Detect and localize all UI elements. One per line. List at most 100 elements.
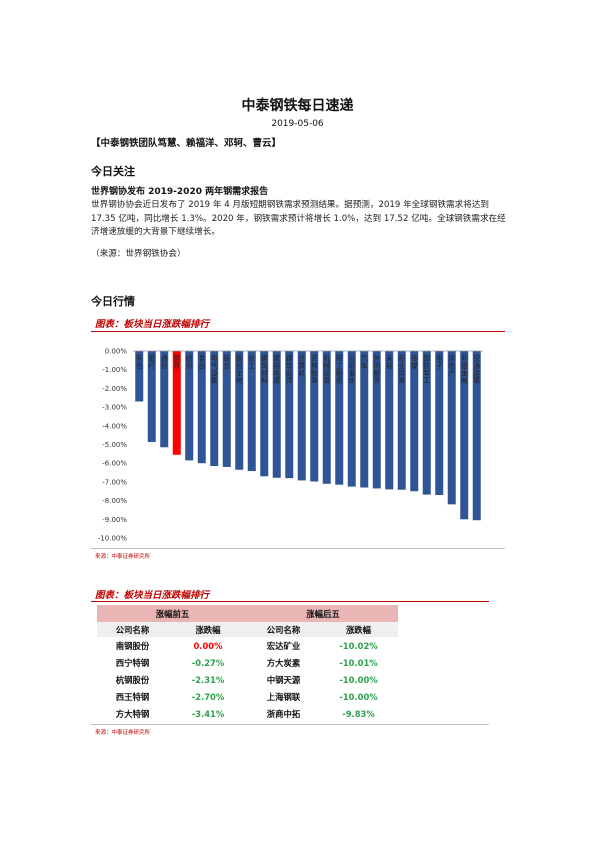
category-label: 银行 [148, 354, 155, 370]
bar [272, 351, 281, 478]
table-row: 西王特钢 -2.70% 上海钢联 -10.00% [97, 689, 398, 706]
category-label: 医药生物 [236, 355, 243, 385]
col-company-name: 公司名称 [97, 622, 168, 637]
y-tick-label: -6.00% [102, 460, 127, 468]
rank-table: 涨幅前五 涨幅后五 公司名称 涨跌幅 公司名称 涨跌幅 南钢股份 0.00% 宏… [97, 605, 398, 723]
category-label: 公用事业 [348, 355, 355, 385]
bar [147, 351, 156, 443]
category-label: 化工 [248, 354, 255, 370]
category-label: 房地产 [448, 354, 455, 378]
col-company-name: 公司名称 [248, 622, 319, 637]
top-company: 南钢股份 [115, 640, 150, 651]
table-bottom-rule [91, 724, 489, 725]
y-tick-label: -4.00% [102, 422, 127, 430]
y-tick-label: -5.00% [102, 441, 127, 449]
bar [322, 351, 331, 484]
news-source: （来源：世界钢铁协会） [91, 249, 186, 259]
category-label: 家用电器 [273, 354, 280, 385]
section-today-focus: 今日关注 [91, 165, 135, 178]
bar [135, 351, 144, 402]
bar [435, 351, 444, 495]
table-row: 南钢股份 0.00% 宏达矿业 -10.02% [97, 637, 398, 654]
category-label: 非银金融 [461, 354, 468, 385]
bar [410, 351, 419, 492]
table-column-header: 公司名称 涨跌幅 公司名称 涨跌幅 [97, 622, 398, 637]
bar [210, 351, 219, 467]
bar [347, 351, 356, 487]
bar [260, 351, 269, 477]
bottom-change: -10.00% [339, 674, 378, 685]
col-change: 涨跌幅 [319, 622, 398, 637]
category-label: 纺织 [186, 354, 193, 370]
bar [397, 351, 406, 490]
chart-caption: 图表：板块当日涨跌幅排行 [95, 319, 210, 330]
bottom-company: 方大炭素 [266, 657, 301, 668]
bar [372, 351, 381, 489]
sector-change-chart: 0.00% -1.00% -2.00% -3.00% -4.00% -5.00% -6.00… [98, 348, 483, 543]
bottom-change: -10.01% [339, 657, 378, 668]
group-bottom-five: 涨幅后五 [248, 605, 398, 622]
chart-bottom-rule [91, 548, 505, 549]
bar [472, 351, 481, 521]
bar [222, 351, 231, 467]
team-line: 【中泰钢铁团队笃慧、赖福洋、邓轲、曹云】 [91, 138, 282, 149]
bottom-company: 上海钢联 [266, 692, 301, 703]
table-group-header: 涨幅前五 涨幅后五 [97, 605, 398, 622]
category-label: 建筑装饰 [286, 354, 293, 385]
chart-top-rule [91, 331, 505, 332]
bar [247, 351, 256, 472]
category-label: 休闲服务 [373, 354, 380, 385]
category-label: 通信 [161, 354, 168, 370]
table-top-rule [91, 601, 489, 602]
chart-source: 来源：中泰证券研究所 [95, 554, 151, 560]
table-row: 杭钢股份 -2.31% 中钢天源 -10.00% [97, 671, 398, 688]
y-tick-label: -9.00% [102, 516, 127, 524]
bar [172, 351, 181, 455]
top-company: 西王特钢 [115, 692, 150, 703]
bar [297, 351, 306, 481]
top-change: -3.41% [191, 709, 225, 720]
table-source: 来源：中泰证券研究所 [95, 730, 151, 736]
category-label: 钢铁 [173, 355, 180, 370]
bar [235, 351, 244, 470]
bottom-company: 中钢天源 [266, 674, 301, 685]
bar [160, 351, 169, 448]
category-label: 电气设备 [211, 354, 218, 385]
top-change: 0.00% [193, 640, 223, 651]
bottom-change: -9.83% [342, 709, 375, 720]
bar [335, 351, 344, 485]
y-tick-label: -10.00% [98, 535, 128, 543]
table-row: 方大特钢 -3.41% 浙商中拓 -9.83% [97, 706, 398, 723]
bar [285, 351, 294, 479]
y-tick-label: -2.00% [102, 385, 127, 393]
news-paragraph: 世界钢协协会近日发布了 2019 年 4 月版短期钢铁需求预测结果。据预测，20… [91, 200, 506, 238]
category-label: 综合 [223, 354, 230, 370]
col-change: 涨跌幅 [168, 622, 248, 637]
category-label: 建筑材料 [261, 354, 268, 385]
top-company: 方大特钢 [115, 709, 150, 720]
y-tick-label: -3.00% [102, 404, 127, 412]
bottom-change: -10.02% [339, 640, 378, 651]
y-tick-label: -1.00% [102, 366, 127, 374]
table-row: 西宁特钢 -0.27% 方大炭素 -10.01% [97, 654, 398, 671]
category-label: 食品 [198, 354, 205, 370]
section-market: 今日行情 [91, 295, 135, 308]
page-title: 中泰钢铁每日速递 [241, 98, 354, 114]
bar [460, 351, 469, 520]
group-top-five: 涨幅前五 [97, 605, 248, 622]
category-label: 传媒 [411, 354, 418, 370]
category-label: 电子 [436, 354, 443, 370]
category-label: 计算机 [298, 354, 305, 378]
bottom-change: -10.00% [339, 692, 378, 703]
report-date: 2019-05-06 [271, 119, 324, 129]
category-label: 商业贸易 [398, 354, 405, 385]
bar [197, 351, 206, 464]
category-label: 汽车 [361, 354, 368, 370]
top-company: 杭钢股份 [115, 674, 150, 685]
table-caption: 图表：板块当日涨跌幅排行 [95, 590, 210, 601]
bar [310, 351, 319, 482]
category-label: 轻工制造 [336, 354, 343, 385]
bar [422, 351, 431, 495]
bottom-company: 浙商中拓 [266, 709, 301, 720]
category-label: 国防军工 [423, 355, 430, 385]
